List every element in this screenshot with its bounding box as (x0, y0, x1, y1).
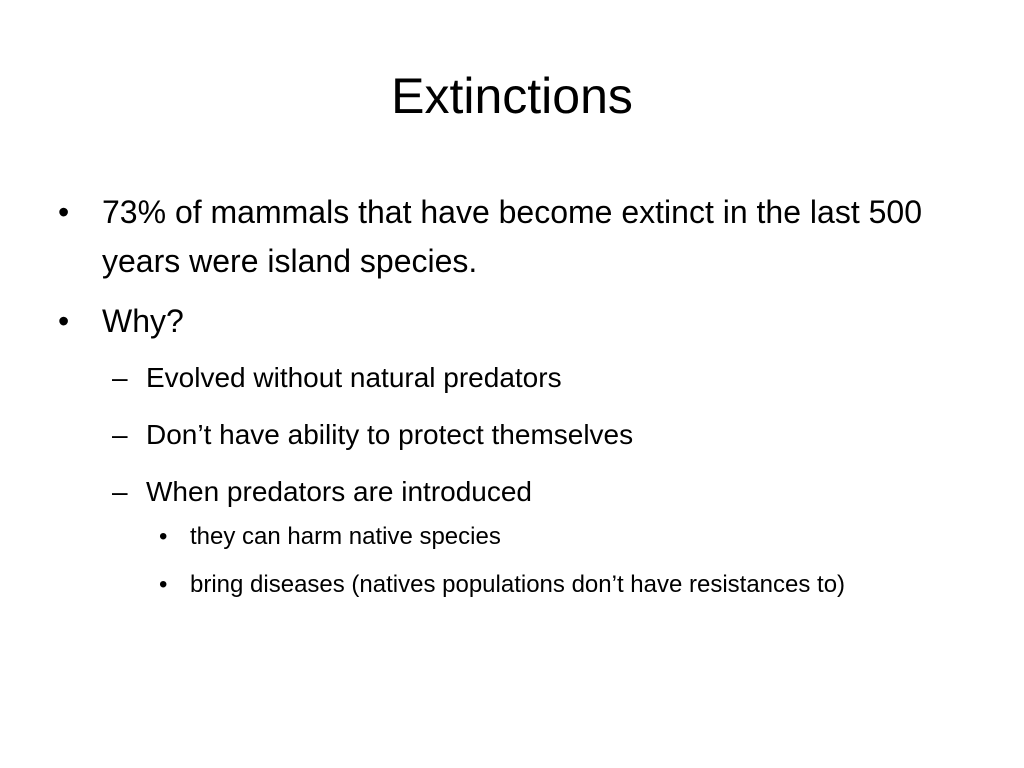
sub-bullet-text: Evolved without natural predators (146, 362, 562, 393)
bullet-icon: • (159, 523, 168, 550)
slide-content: • 73% of mammals that have become extinc… (58, 188, 968, 613)
bullet-icon: • (159, 571, 168, 598)
sub-bullet-item: – Don’t have ability to protect themselv… (58, 414, 968, 456)
bullet-item: • 73% of mammals that have become extinc… (58, 188, 968, 286)
dash-icon: – (112, 419, 128, 450)
sub-bullet-item: – When predators are introduced (58, 471, 968, 513)
bullet-icon: • (58, 194, 70, 230)
sub-bullet-text: When predators are introduced (146, 476, 532, 507)
sub-sub-bullet-text: they can harm native species (190, 523, 501, 550)
sub-bullet-item: – Evolved without natural predators (58, 357, 968, 399)
sub-bullet-text: Don’t have ability to protect themselves (146, 419, 634, 450)
bullet-icon: • (58, 303, 70, 339)
sub-sub-bullet-item: • they can harm native species (58, 517, 968, 557)
bullet-text: Why? (102, 303, 184, 339)
bullet-item: • Why? (58, 297, 968, 346)
sub-sub-bullet-item: • bring diseases (natives populations do… (58, 565, 968, 605)
bullet-text: 73% of mammals that have become extinct … (102, 194, 922, 279)
dash-icon: – (112, 476, 128, 507)
slide-title: Extinctions (391, 68, 633, 124)
sub-sub-bullet-text: bring diseases (natives populations don’… (190, 571, 846, 598)
dash-icon: – (112, 362, 128, 393)
